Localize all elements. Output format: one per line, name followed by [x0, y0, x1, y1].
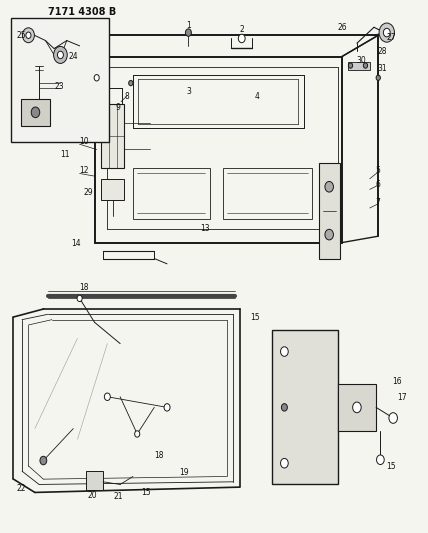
Polygon shape [86, 471, 103, 490]
Circle shape [280, 458, 288, 468]
Circle shape [325, 229, 333, 240]
Polygon shape [272, 330, 338, 484]
Circle shape [325, 181, 333, 192]
Text: 17: 17 [397, 393, 407, 402]
Text: 13: 13 [201, 224, 210, 233]
Circle shape [164, 403, 170, 411]
Text: 16: 16 [392, 377, 402, 386]
Text: 21: 21 [113, 491, 123, 500]
Polygon shape [318, 163, 340, 259]
Circle shape [94, 75, 99, 81]
Text: 31: 31 [377, 64, 387, 73]
Circle shape [238, 34, 245, 43]
Text: 12: 12 [80, 166, 89, 175]
Circle shape [281, 403, 287, 411]
Circle shape [383, 28, 390, 37]
Text: 10: 10 [80, 137, 89, 146]
Polygon shape [338, 384, 376, 431]
Text: 19: 19 [179, 469, 189, 477]
Polygon shape [12, 18, 110, 142]
Text: 15: 15 [250, 312, 259, 321]
Text: 26: 26 [337, 23, 347, 32]
Circle shape [40, 456, 47, 465]
Circle shape [104, 393, 110, 400]
Text: 15: 15 [386, 462, 396, 471]
Text: 8: 8 [124, 92, 129, 101]
Circle shape [353, 402, 361, 413]
Text: 30: 30 [356, 56, 366, 64]
Polygon shape [101, 104, 125, 168]
Text: 25: 25 [17, 31, 27, 40]
Circle shape [376, 75, 380, 80]
Text: 5: 5 [376, 166, 380, 175]
Text: 22: 22 [17, 484, 27, 493]
Text: 9: 9 [116, 102, 120, 111]
Text: 23: 23 [54, 82, 64, 91]
Text: 15: 15 [141, 488, 151, 497]
Text: 20: 20 [88, 490, 97, 499]
Circle shape [129, 80, 133, 86]
Text: 2: 2 [239, 26, 244, 35]
Text: 18: 18 [154, 451, 163, 460]
Text: 6: 6 [376, 180, 380, 189]
Text: 7171 4308 B: 7171 4308 B [48, 7, 116, 18]
Text: 27: 27 [386, 34, 396, 43]
Circle shape [77, 295, 82, 302]
Circle shape [348, 63, 353, 68]
Circle shape [377, 455, 384, 465]
Text: 29: 29 [84, 188, 93, 197]
Text: 14: 14 [71, 239, 81, 248]
Text: 4: 4 [254, 92, 259, 101]
Circle shape [185, 29, 191, 36]
Polygon shape [348, 62, 370, 70]
Text: 28: 28 [378, 47, 387, 55]
Circle shape [22, 28, 34, 43]
Text: 24: 24 [69, 52, 79, 61]
Circle shape [280, 347, 288, 357]
Circle shape [135, 431, 140, 437]
Circle shape [363, 63, 368, 68]
Circle shape [57, 51, 63, 59]
Circle shape [31, 107, 40, 118]
Text: 18: 18 [79, 283, 89, 292]
Text: 1: 1 [186, 21, 191, 30]
Circle shape [389, 413, 398, 423]
Text: 7: 7 [376, 198, 380, 207]
Circle shape [26, 32, 31, 38]
Circle shape [379, 23, 395, 42]
Polygon shape [21, 99, 50, 126]
Polygon shape [101, 179, 125, 200]
Text: 11: 11 [60, 150, 70, 159]
Circle shape [54, 46, 67, 63]
Text: 3: 3 [186, 86, 191, 95]
